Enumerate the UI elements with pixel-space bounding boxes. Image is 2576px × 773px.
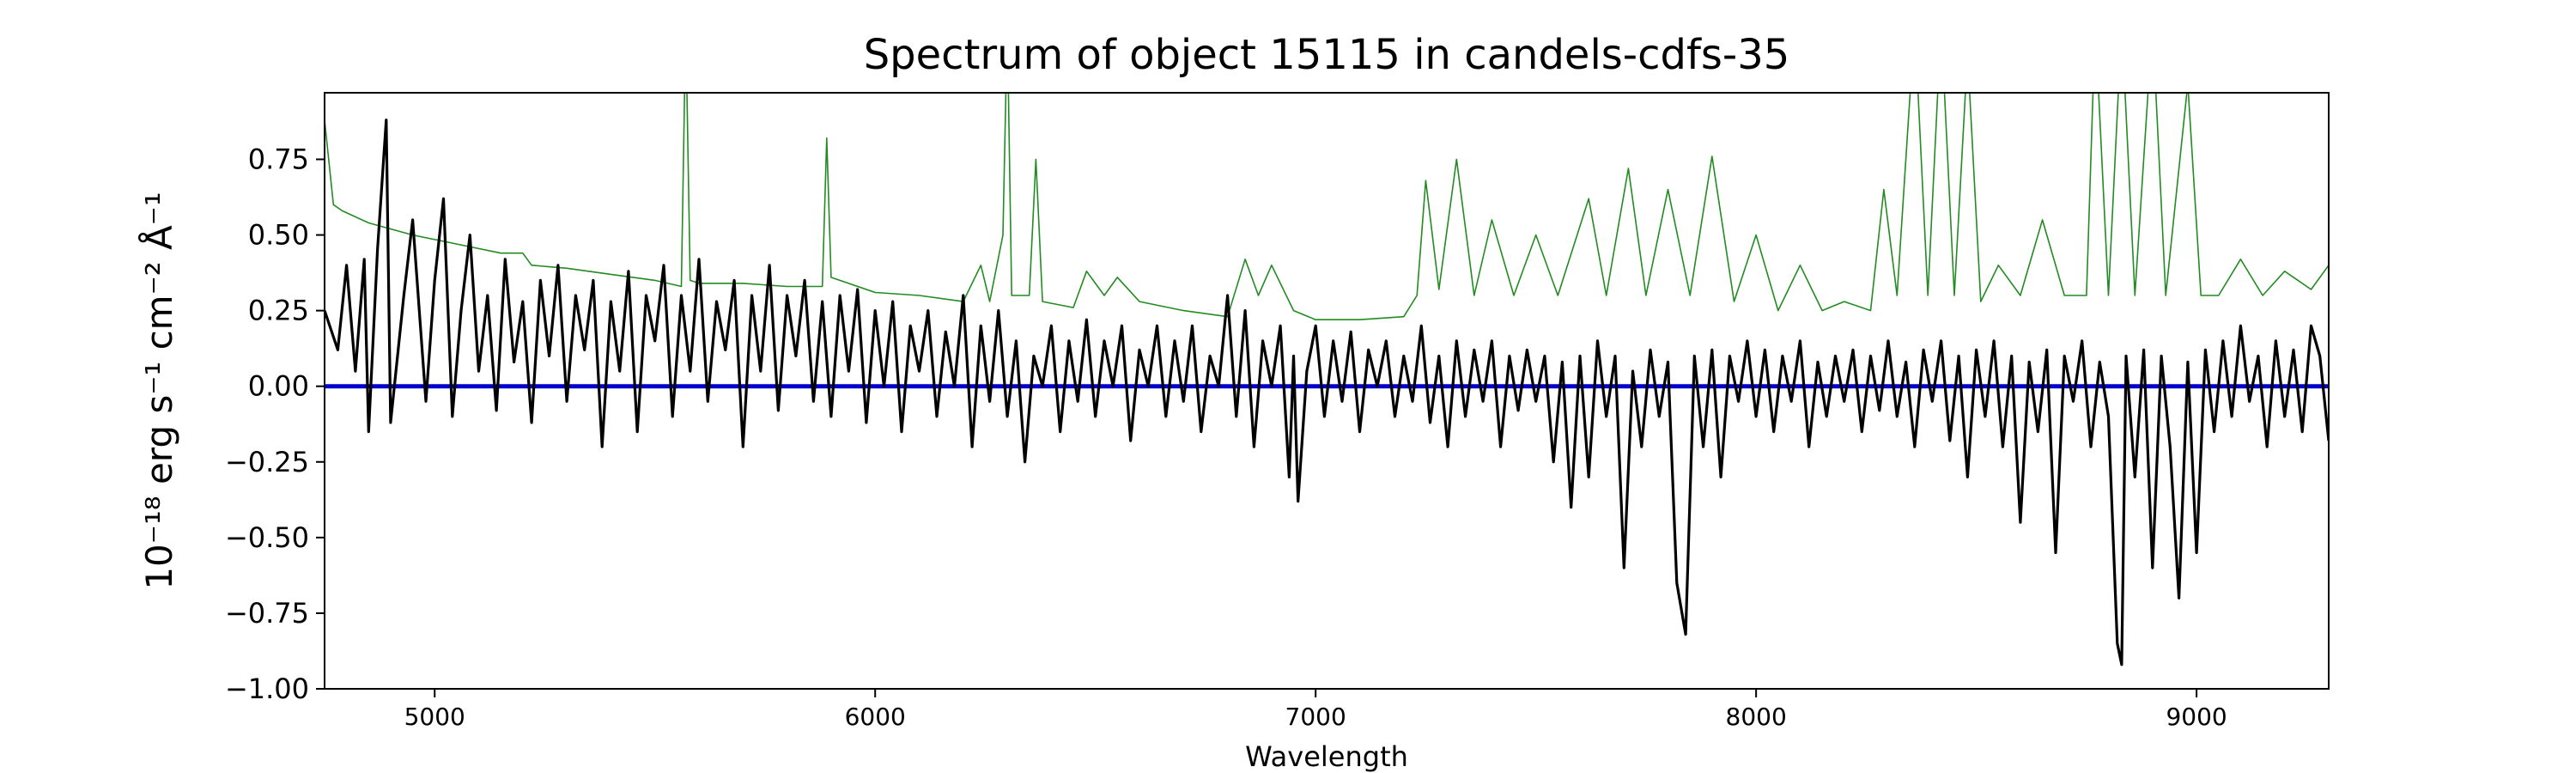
observed-spectrum-line — [325, 119, 2329, 666]
y-tick-label: 0.00 — [248, 370, 309, 403]
x-tick-label: 7000 — [1285, 703, 1346, 731]
y-tick-label: 0.25 — [248, 295, 309, 327]
x-tick-label: 9000 — [2166, 703, 2227, 731]
plot-lines — [325, 93, 2329, 666]
y-tick-label: −0.50 — [225, 521, 309, 554]
x-tick-label: 6000 — [845, 703, 906, 731]
x-tick-label: 5000 — [404, 703, 465, 731]
plot-frame — [324, 92, 2330, 690]
y-tick-label: −0.25 — [225, 446, 309, 478]
x-axis-label: Wavelength — [1245, 740, 1408, 773]
y-tick-label: 0.75 — [248, 143, 309, 176]
y-tick-label: 0.50 — [248, 219, 309, 252]
y-axis-label: 10⁻¹⁸ erg s⁻¹ cm⁻² Å⁻¹ — [137, 192, 180, 589]
chart-title: Spectrum of object 15115 in candels-cdfs… — [864, 31, 1790, 79]
x-tick-label: 8000 — [1726, 703, 1787, 731]
y-tick-label: −1.00 — [225, 673, 309, 705]
x-axis: 5000 6000 7000 8000 9000 — [404, 689, 2227, 731]
y-tick-label: −0.75 — [225, 597, 309, 630]
y-axis: −1.00 −0.75 −0.50 −0.25 0.00 0.25 0.50 0.75 — [225, 143, 325, 705]
